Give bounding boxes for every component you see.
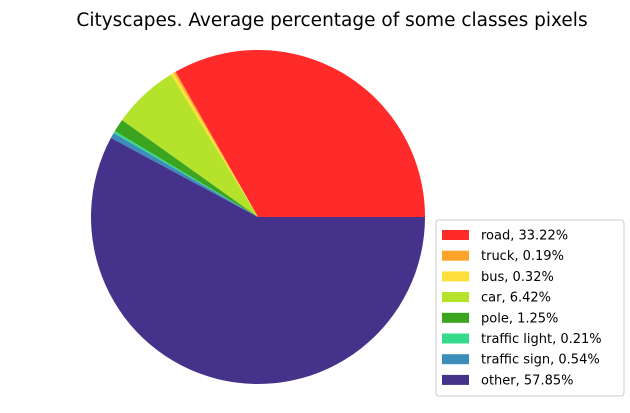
legend-label-traffic-light: traffic light, 0.21% bbox=[481, 332, 602, 347]
legend-swatch-pole bbox=[442, 312, 469, 323]
legend-swatch-other bbox=[442, 374, 469, 385]
legend-swatch-road bbox=[442, 230, 469, 240]
legend: road, 33.22% truck, 0.19% bus, 0.32% car, 6… bbox=[435, 219, 625, 397]
pie-slice-pole bbox=[114, 120, 258, 217]
legend-label-traffic-sign: traffic sign, 0.54% bbox=[481, 353, 600, 368]
legend-label-other: other, 57.85% bbox=[481, 373, 573, 388]
pie-slice-car bbox=[121, 74, 258, 217]
legend-swatch-truck bbox=[442, 250, 469, 261]
pie-slice-traffic-light bbox=[113, 131, 258, 217]
legend-swatch-traffic-sign bbox=[442, 354, 469, 365]
pie-slices bbox=[91, 49, 425, 385]
chart-title: Cityscapes. Average percentage of some c… bbox=[76, 10, 587, 31]
pie-slice-truck bbox=[173, 71, 258, 217]
legend-label-road: road, 33.22% bbox=[481, 229, 568, 244]
pie-slice-bus bbox=[170, 72, 258, 217]
pie-slice-road bbox=[175, 49, 425, 218]
legend-label-pole: pole, 1.25% bbox=[481, 311, 558, 326]
legend-label-bus: bus, 0.32% bbox=[481, 270, 554, 285]
legend-swatch-car bbox=[442, 292, 469, 303]
pie-slice-other bbox=[91, 137, 425, 385]
legend-frame bbox=[435, 219, 625, 397]
legend-label-truck: truck, 0.19% bbox=[481, 249, 564, 264]
legend-swatch-traffic-light bbox=[442, 333, 469, 344]
pie-slice-traffic-sign bbox=[110, 132, 258, 217]
legend-label-car: car, 6.42% bbox=[481, 291, 551, 306]
legend-swatch-bus bbox=[442, 271, 469, 282]
